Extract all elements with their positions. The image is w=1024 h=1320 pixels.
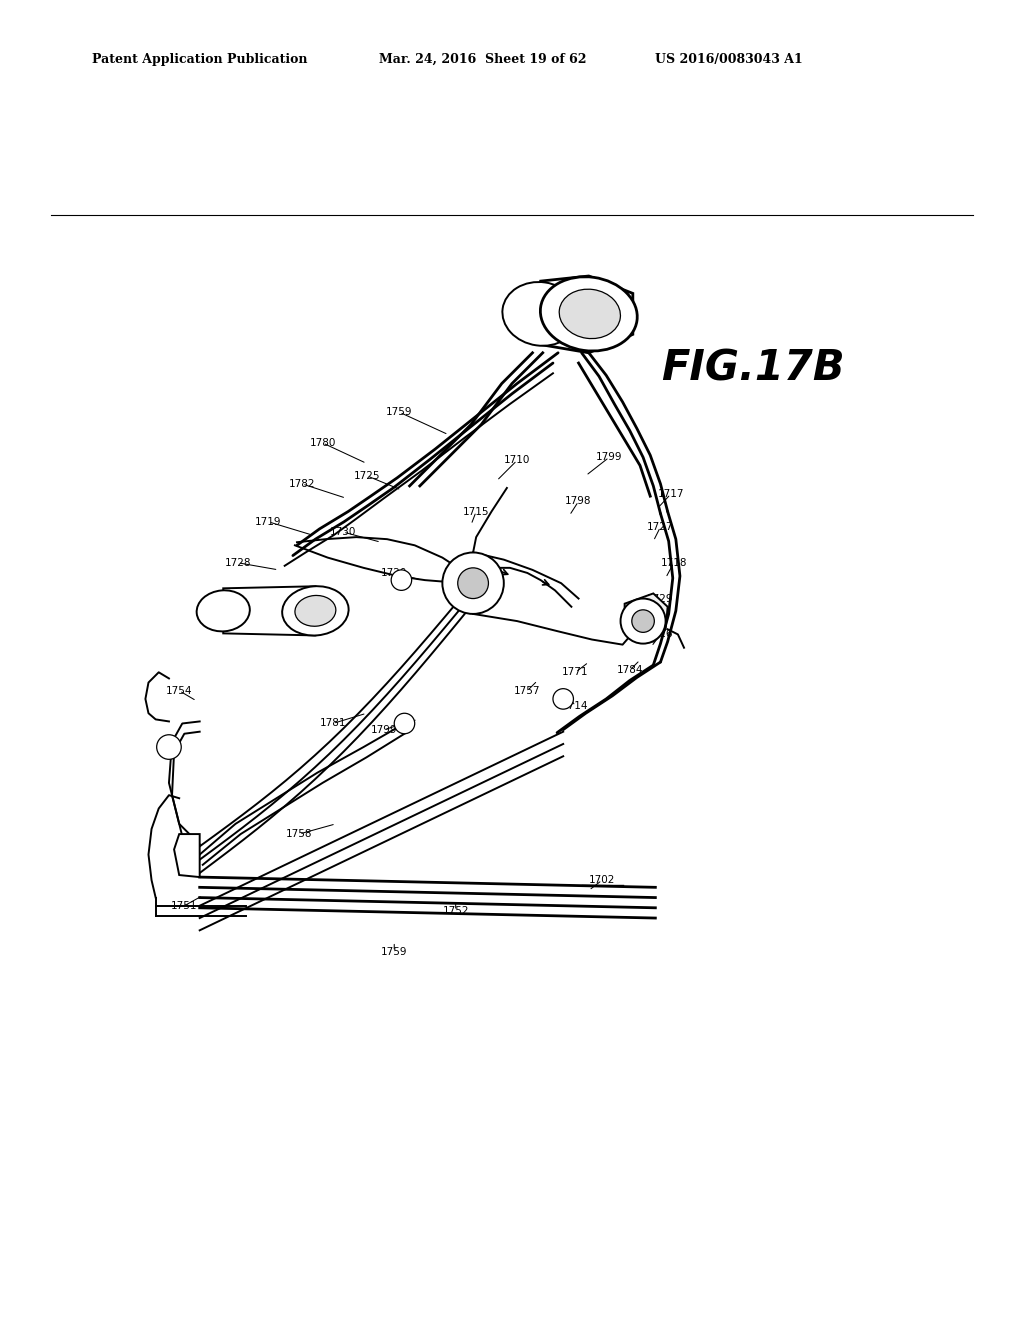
Text: 1781: 1781 (319, 718, 346, 729)
Circle shape (391, 570, 412, 590)
Circle shape (394, 713, 415, 734)
Polygon shape (174, 834, 200, 876)
Polygon shape (223, 586, 315, 635)
Text: 1759: 1759 (381, 946, 408, 957)
Text: 1717: 1717 (657, 490, 684, 499)
Text: 1752: 1752 (442, 906, 469, 916)
Ellipse shape (559, 289, 621, 339)
Ellipse shape (283, 586, 348, 635)
Text: 1719: 1719 (255, 516, 282, 527)
Text: 1718: 1718 (660, 558, 687, 568)
Text: 1702: 1702 (589, 875, 615, 886)
Ellipse shape (503, 282, 579, 346)
Text: 1757: 1757 (514, 685, 541, 696)
Text: 1710: 1710 (504, 455, 530, 466)
Text: Patent Application Publication: Patent Application Publication (92, 53, 307, 66)
Text: 1754: 1754 (166, 685, 193, 696)
Text: 1727: 1727 (647, 521, 674, 532)
Text: 1782: 1782 (289, 479, 315, 488)
Text: 1729: 1729 (647, 594, 674, 603)
Text: 1728: 1728 (224, 558, 251, 568)
Text: 1798: 1798 (565, 496, 592, 507)
Text: 1799: 1799 (596, 453, 623, 462)
Circle shape (632, 610, 654, 632)
Text: 1780: 1780 (309, 438, 336, 447)
Text: 1758: 1758 (286, 829, 312, 840)
Text: 1799: 1799 (371, 725, 397, 735)
Circle shape (553, 689, 573, 709)
Text: 1720: 1720 (381, 568, 408, 578)
Circle shape (157, 735, 181, 759)
Circle shape (442, 553, 504, 614)
Text: Mar. 24, 2016  Sheet 19 of 62: Mar. 24, 2016 Sheet 19 of 62 (379, 53, 587, 66)
Ellipse shape (541, 277, 637, 351)
Text: US 2016/0083043 A1: US 2016/0083043 A1 (655, 53, 803, 66)
Circle shape (621, 598, 666, 644)
Text: 1716: 1716 (647, 630, 674, 639)
Ellipse shape (295, 595, 336, 626)
Text: 1759: 1759 (386, 407, 413, 417)
Text: 1725: 1725 (353, 471, 380, 480)
Polygon shape (625, 594, 668, 642)
Ellipse shape (197, 590, 250, 631)
Text: 1751: 1751 (171, 900, 198, 911)
Circle shape (458, 568, 488, 598)
Text: 1715: 1715 (463, 507, 489, 516)
Polygon shape (541, 276, 633, 352)
Text: 1730: 1730 (330, 527, 356, 537)
Text: 1771: 1771 (562, 668, 589, 677)
Text: 1714: 1714 (562, 701, 589, 711)
Text: 1784: 1784 (616, 665, 643, 676)
Text: FIG.17B: FIG.17B (660, 347, 845, 389)
